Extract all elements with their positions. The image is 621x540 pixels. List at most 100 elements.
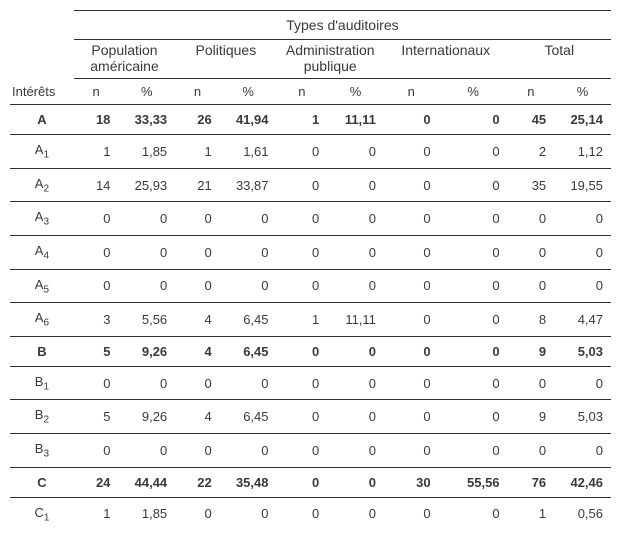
table-cell: 4,47 (554, 303, 611, 337)
table-cell: 0 (277, 497, 328, 530)
table-row: B59,2646,45000095,03 (10, 336, 611, 366)
table-cell: 9,26 (118, 400, 175, 434)
header-pct: % (439, 79, 508, 105)
header-group-internationaux: Internationaux (384, 40, 508, 79)
table-cell: 0 (554, 202, 611, 236)
row-label: A1 (10, 135, 74, 169)
table-cell: 0 (327, 336, 384, 366)
table-cell: 0 (327, 235, 384, 269)
table-cell: 0 (277, 400, 328, 434)
table-cell: 0 (277, 168, 328, 202)
table-cell: 0 (384, 105, 439, 135)
table-cell: 11,11 (327, 303, 384, 337)
table-cell: 0 (508, 269, 555, 303)
table-cell: 0 (384, 303, 439, 337)
table-cell: 55,56 (439, 467, 508, 497)
table-cell: 1 (508, 497, 555, 530)
table-cell: 0 (508, 433, 555, 467)
table-cell: 0 (384, 366, 439, 400)
table-cell: 0 (327, 202, 384, 236)
table-row: B30000000000 (10, 433, 611, 467)
table-cell: 0 (384, 135, 439, 169)
table-cell: 30 (384, 467, 439, 497)
table-cell: 1 (277, 303, 328, 337)
auditoires-table: Intérêts Types d'auditoires Population a… (10, 10, 611, 530)
table-cell: 0 (327, 168, 384, 202)
table-cell: 0 (277, 433, 328, 467)
table-cell: 0 (439, 202, 508, 236)
table-row: B259,2646,45000095,03 (10, 400, 611, 434)
table-cell: 5 (74, 336, 119, 366)
table-cell: 4 (175, 400, 220, 434)
table-row: C111,8500000010,56 (10, 497, 611, 530)
table-cell: 35 (508, 168, 555, 202)
table-cell: 6,45 (220, 400, 277, 434)
row-label: A3 (10, 202, 74, 236)
header-group-population-l1: Population (91, 42, 157, 58)
table-cell: 0 (175, 366, 220, 400)
row-label: A5 (10, 269, 74, 303)
table-cell: 0 (220, 269, 277, 303)
table-cell: 0 (327, 433, 384, 467)
table-cell: 9 (508, 400, 555, 434)
table-cell: 0 (220, 433, 277, 467)
table-cell: 0 (277, 269, 328, 303)
table-cell: 33,87 (220, 168, 277, 202)
table-cell: 0 (439, 168, 508, 202)
table-cell: 19,55 (554, 168, 611, 202)
table-cell: 0 (384, 269, 439, 303)
table-cell: 1 (74, 497, 119, 530)
header-title: Types d'auditoires (74, 11, 611, 40)
table-cell: 1,85 (118, 497, 175, 530)
table-cell: 8 (508, 303, 555, 337)
table-cell: 1,61 (220, 135, 277, 169)
table-cell: 9 (508, 336, 555, 366)
table-cell: 2 (508, 135, 555, 169)
table-cell: 6,45 (220, 336, 277, 366)
table-cell: 0 (554, 269, 611, 303)
table-cell: 0 (327, 269, 384, 303)
table-cell: 0 (554, 433, 611, 467)
table-cell: 0 (327, 135, 384, 169)
table-cell: 0 (384, 235, 439, 269)
header-group-total: Total (508, 40, 611, 79)
table-cell: 33,33 (118, 105, 175, 135)
table-cell: 14 (74, 168, 119, 202)
header-n: n (277, 79, 328, 105)
header-group-politiques: Politiques (175, 40, 276, 79)
header-pct: % (327, 79, 384, 105)
table-cell: 25,93 (118, 168, 175, 202)
header-pct: % (220, 79, 277, 105)
table-cell: 22 (175, 467, 220, 497)
table-cell: 0 (277, 366, 328, 400)
table-cell: 0 (277, 202, 328, 236)
table-cell: 0 (439, 433, 508, 467)
header-pct: % (554, 79, 611, 105)
table-cell: 0 (175, 497, 220, 530)
table-cell: 5,03 (554, 400, 611, 434)
table-row: A21425,932133,8700003519,55 (10, 168, 611, 202)
table-cell: 0 (220, 497, 277, 530)
table-cell: 3 (74, 303, 119, 337)
header-group-administration-l1: Administration (286, 42, 375, 58)
table-cell: 0 (118, 366, 175, 400)
table-cell: 0 (118, 269, 175, 303)
row-label: B1 (10, 366, 74, 400)
header-interets: Intérêts (10, 11, 74, 105)
table-cell: 6,45 (220, 303, 277, 337)
header-n: n (175, 79, 220, 105)
table-cell: 0 (439, 105, 508, 135)
table-cell: 0 (384, 497, 439, 530)
table-cell: 0,56 (554, 497, 611, 530)
table-cell: 0 (508, 235, 555, 269)
table-cell: 0 (118, 235, 175, 269)
table-cell: 0 (439, 400, 508, 434)
table-cell: 44,44 (118, 467, 175, 497)
table-cell: 1,12 (554, 135, 611, 169)
table-cell: 1 (277, 105, 328, 135)
table-cell: 0 (327, 497, 384, 530)
table-cell: 45 (508, 105, 555, 135)
table-cell: 0 (508, 202, 555, 236)
table-cell: 0 (220, 366, 277, 400)
table-cell: 24 (74, 467, 119, 497)
